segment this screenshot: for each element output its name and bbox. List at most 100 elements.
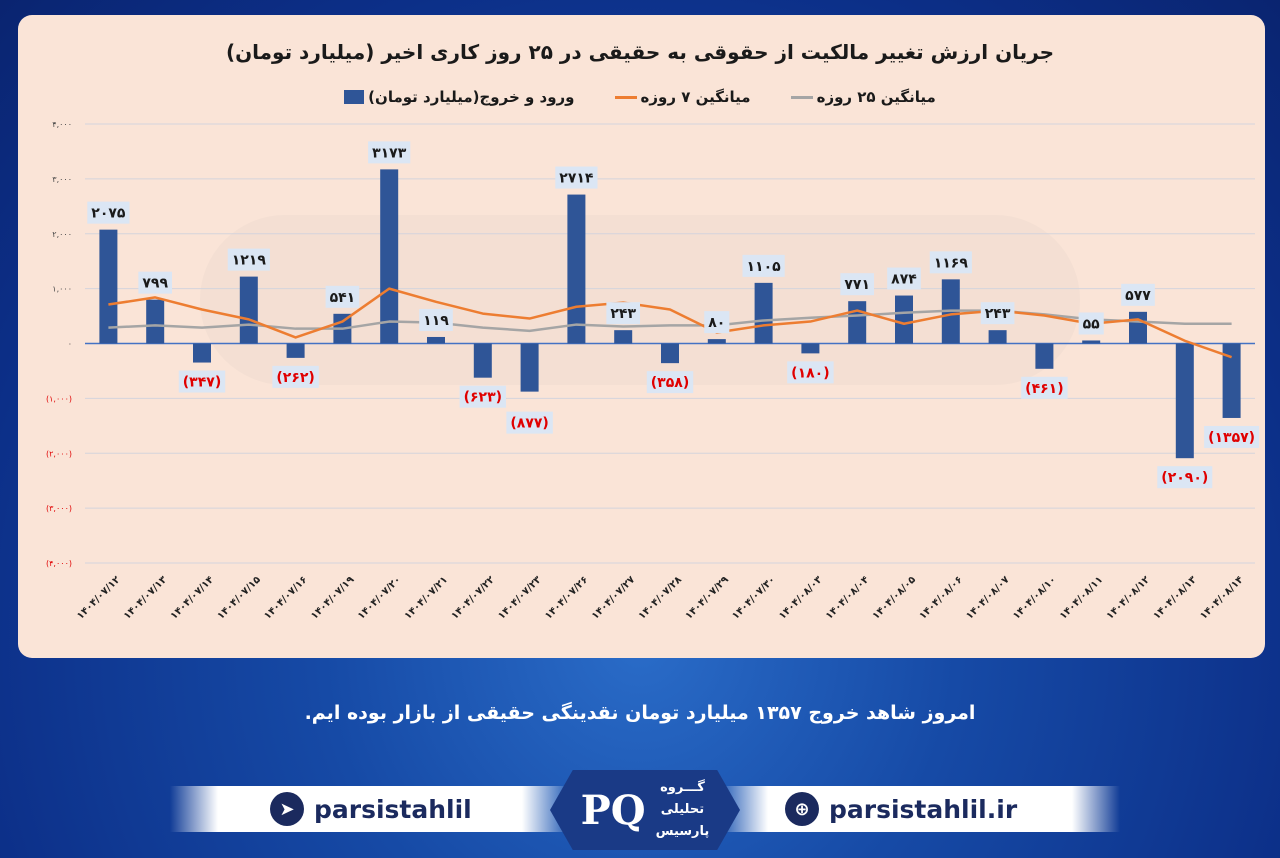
caption-text: امروز شاهد خروج ۱۳۵۷ میلیارد تومان نقدین…: [304, 702, 976, 724]
bar: [1035, 343, 1054, 369]
data-label: ۱۱۰۵: [747, 259, 782, 275]
data-label: ۸۰: [708, 315, 725, 331]
data-label-bg: [1121, 283, 1155, 306]
data-label-bg: [742, 254, 785, 277]
bar: [520, 343, 539, 392]
x-tick-label: ۱۴۰۴/۰۸/۱۴: [1198, 574, 1245, 621]
data-label-bg: [506, 411, 553, 434]
data-label: ۱۱۶۹: [934, 255, 969, 271]
bar: [661, 343, 679, 364]
data-label: ۱۱۹: [423, 313, 449, 329]
x-tick-label: ۱۴۰۴/۰۸/۰۳: [777, 574, 824, 621]
website-link[interactable]: ⊕ parsistahlil.ir: [785, 792, 1017, 826]
data-label: ۵۷۷: [1125, 288, 1151, 304]
bar: [427, 336, 445, 344]
legend-swatch-blue: [344, 90, 365, 104]
x-tick-label: ۱۴۰۴/۰۸/۱۱: [1058, 574, 1105, 621]
x-tick-label: ۱۴۰۴/۰۷/۲۲: [449, 574, 496, 621]
data-label-bg: [1078, 312, 1104, 335]
y-tick-label: (۱,۰۰۰): [46, 394, 72, 403]
x-tick-label: ۱۴۰۴/۰۷/۳۰: [730, 574, 777, 621]
data-label: (۲۶۲): [276, 370, 314, 386]
data-label-bg: [606, 302, 641, 325]
y-tick-label: (۳,۰۰۰): [46, 504, 72, 513]
x-tick-label: ۱۴۰۴/۰۷/۲۳: [496, 574, 543, 621]
bar: [380, 169, 399, 344]
data-label-bg: [87, 201, 130, 224]
x-tick-label: ۱۴۰۴/۰۷/۲۸: [637, 574, 684, 621]
x-tick-label: ۱۴۰۴/۰۸/۰۶: [917, 574, 964, 621]
chart-svg: ۴,۰۰۰ ۳,۰۰۰ ۲,۰۰۰ ۱,۰۰۰ ۰ (۱,۰۰۰) (۲,۰۰۰) (۳,۰۰…: [46, 120, 1260, 622]
data-label: (۱۸۰): [791, 365, 829, 381]
bar: [1175, 343, 1194, 459]
bar: [707, 339, 726, 344]
data-label: (۴۶۱): [1025, 381, 1063, 397]
y-tick-label: (۲,۰۰۰): [46, 449, 72, 458]
bar: [286, 343, 305, 358]
logo-line: تحلیلی: [660, 802, 705, 817]
data-label: ۵۴۱: [330, 290, 356, 306]
data-label: (۳۴۷): [183, 375, 221, 391]
data-label-bg: [646, 371, 694, 394]
y-tick-label: ۴,۰۰۰: [52, 120, 72, 129]
telegram-icon: ➤: [270, 792, 304, 826]
telegram-handle: parsistahlil: [314, 794, 472, 824]
data-label: (۳۵۸): [651, 375, 689, 391]
data-label-bg: [980, 302, 1015, 325]
legend-item-25day: میانگین ۲۵ روزه: [790, 88, 936, 106]
bar: [754, 282, 773, 344]
bar: [99, 229, 118, 344]
legend-label: میانگین ۲۵ روزه: [816, 88, 936, 106]
data-label-bg: [419, 308, 453, 331]
y-tick-label: ۳,۰۰۰: [52, 175, 72, 184]
data-label-bg: [227, 248, 270, 271]
x-tick-label: ۱۴۰۴/۰۸/۱۳: [1151, 574, 1198, 621]
x-tick-label: ۱۴۰۴/۰۷/۲۶: [543, 574, 590, 621]
globe-icon: ⊕: [785, 792, 819, 826]
data-label: ۷۷۱: [844, 277, 870, 293]
bar: [988, 330, 1007, 344]
x-tick-label: ۱۴۰۴/۰۷/۱۲: [75, 574, 122, 621]
legend-label: ورود و خروج(میلیارد تومان): [368, 88, 575, 106]
data-label: (۸۷۷): [510, 416, 548, 432]
chart-title: جریان ارزش تغییر مالکیت از حقوقی به حقیق…: [225, 40, 1055, 64]
bar: [1082, 340, 1101, 344]
website-url: parsistahlil.ir: [829, 794, 1018, 824]
data-label-bg: [325, 285, 360, 308]
x-tick-label: ۱۴۰۴/۰۷/۲۱: [403, 574, 450, 621]
data-label-bg: [929, 251, 972, 274]
logo-mark-icon: PQ: [580, 786, 646, 834]
x-tick-label: ۱۴۰۴/۰۷/۲۷: [590, 574, 637, 621]
legend-item-flow: ورود و خروج(میلیارد تومان): [344, 88, 575, 106]
legend-swatch-gray: [790, 95, 813, 99]
data-label-bg: [787, 361, 834, 384]
x-tick-label: ۱۴۰۴/۰۷/۱۴: [169, 574, 216, 621]
chart-panel: [18, 15, 1265, 658]
y-tick-label: ۰: [68, 340, 72, 349]
x-tick-label: ۱۴۰۴/۰۷/۱۹: [309, 574, 356, 621]
x-tick-label: ۱۴۰۴/۰۷/۱۳: [122, 574, 169, 621]
telegram-link[interactable]: ➤ parsistahlil: [270, 792, 472, 826]
legend-label: میانگین ۷ روزه: [640, 88, 751, 106]
legend-swatch-orange: [614, 95, 637, 99]
x-tick-label: ۱۴۰۴/۰۸/۰۵: [871, 574, 918, 621]
data-label-bg: [272, 365, 319, 388]
x-tick-label: ۱۴۰۴/۰۸/۰۴: [824, 574, 871, 621]
data-label: ۵۵: [1083, 316, 1101, 332]
footer-band-left: [170, 786, 570, 832]
y-tick-label: ۲,۰۰۰: [52, 230, 72, 239]
x-tick-label: ۱۴۰۴/۰۸/۱۲: [1105, 574, 1152, 621]
data-label: ۲۴۳: [985, 306, 1011, 322]
data-label: ۷۹۹: [142, 276, 168, 292]
data-label: ۸۷۴: [891, 272, 917, 288]
data-label-bg: [138, 271, 173, 294]
x-tick-label: ۱۴۰۴/۰۸/۰۷: [964, 574, 1011, 621]
bar: [848, 301, 867, 344]
legend-item-7day: میانگین ۷ روزه: [614, 88, 751, 106]
x-tick-label: ۱۴۰۴/۰۷/۱۵: [215, 574, 262, 621]
logo-line: گـــروه: [660, 780, 705, 795]
x-tick-label: ۱۴۰۴/۰۷/۲۹: [683, 574, 730, 621]
data-label-bg: [178, 370, 226, 393]
chart-legend: میانگین ۲۵ روزه میانگین ۷ روزه ورود و خر…: [0, 88, 1280, 106]
data-label-bg: [840, 273, 875, 296]
